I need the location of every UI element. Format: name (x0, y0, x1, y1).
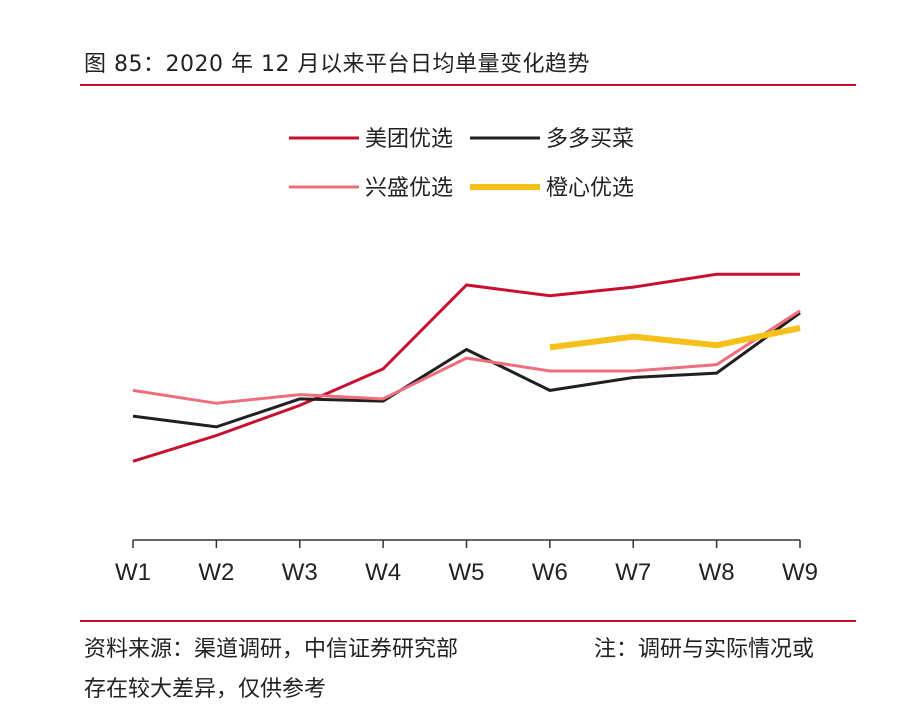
x-tick-label: W5 (449, 559, 485, 586)
x-tick-label: W1 (115, 559, 151, 586)
footer: 资料来源：渠道调研，中信证券研究部 注：调研与实际情况或 存在较大差异，仅供参考 (84, 630, 864, 710)
x-tick-label: W6 (532, 559, 568, 586)
series-line (132, 309, 801, 405)
legend-label: 多多买菜 (546, 127, 634, 152)
note-text: 注：调研与实际情况或 (594, 637, 815, 662)
chart-title: 图 85：2020 年 12 月以来平台日均单量变化趋势 (84, 52, 590, 77)
legend-label: 兴盛优选 (365, 176, 453, 201)
series-line (132, 272, 800, 463)
legend-label: 美团优选 (365, 127, 453, 152)
series-line (132, 311, 801, 429)
x-tick-label: W8 (699, 559, 735, 586)
title-rule (80, 84, 856, 86)
x-tick-label: W2 (198, 559, 234, 586)
source-text-line1: 资料来源：渠道调研，中信证券研究部 (84, 637, 459, 662)
legend-label: 橙心优选 (546, 176, 634, 201)
series-lines (132, 272, 801, 463)
series-line (549, 325, 801, 351)
x-tick-label: W7 (615, 559, 651, 586)
x-axis: W1 W2 W3 W4 W5 W6 W7 W8 W9 (115, 539, 818, 586)
footer-rule (80, 620, 856, 622)
x-tick-label: W4 (365, 559, 401, 586)
source-text-line2: 存在较大差异，仅供参考 (84, 677, 327, 702)
x-tick-label: W9 (782, 559, 818, 586)
x-tick-label: W3 (282, 559, 318, 586)
